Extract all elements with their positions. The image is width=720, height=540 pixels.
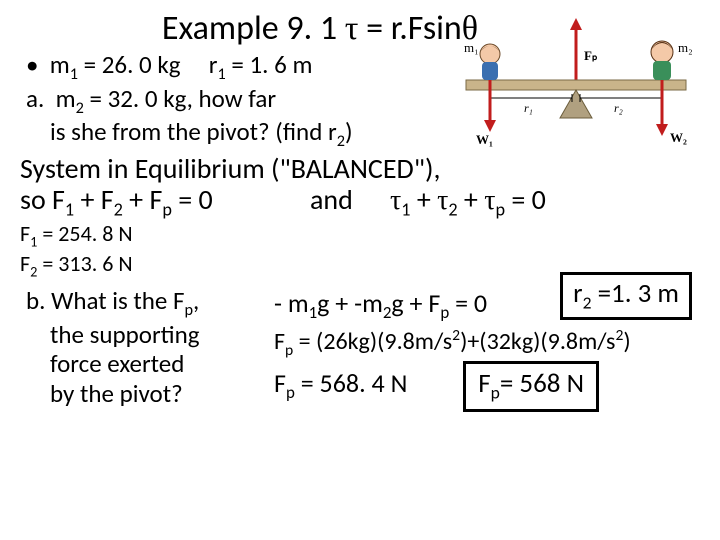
work-line-3: Fp = 568. 4 N Fp= 568 N <box>274 361 700 412</box>
tau-symbol: τ <box>345 10 359 47</box>
f1-value: F1 = 254. 8 N <box>20 222 700 250</box>
r2-answer-box: r2 =1. 3 m <box>560 272 692 320</box>
label-m1: m₁ <box>464 40 479 55</box>
seesaw-diagram: m₁ m₂ Fₚ r₁ r₂ W₁ W₂ <box>446 18 706 148</box>
label-m2: m₂ <box>678 40 693 55</box>
equation-row: so F1 + F2 + Fp = 0 and τ1 + τ2 + τp = 0 <box>20 185 700 220</box>
force-sum: so F1 + F2 + Fp = 0 <box>20 185 310 220</box>
fp-answer-box: Fp= 568 N <box>463 361 599 412</box>
title-prefix: Example 9. 1 <box>162 8 345 49</box>
system-line: System in Equilibrium ("BALANCED"), <box>20 154 700 185</box>
part-b-question: b. What is the Fp, the supporting force … <box>26 286 274 412</box>
label-w2: W₂ <box>670 130 687 145</box>
label-fp: Fₚ <box>584 48 598 63</box>
work-line-2: Fp = (26kg)(9.8m/s2)+(32kg)(9.8m/s2) <box>274 325 700 361</box>
label-r2: r₂ <box>614 101 623 115</box>
label-r1: r₁ <box>524 101 533 115</box>
torque-sum: τ1 + τ2 + τp = 0 <box>390 185 700 220</box>
and-label: and <box>310 185 390 214</box>
label-w1: W₁ <box>476 132 493 147</box>
